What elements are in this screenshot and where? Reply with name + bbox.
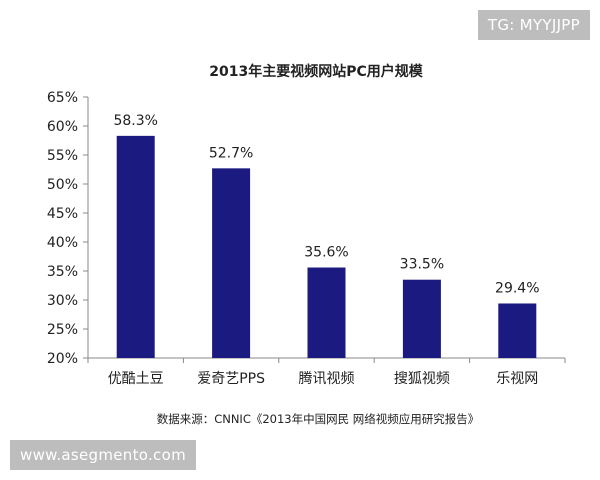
y-tick-label: 30% bbox=[47, 293, 78, 309]
bar bbox=[402, 279, 441, 358]
x-category-label: 爱奇艺PPS bbox=[197, 370, 265, 387]
bar bbox=[212, 168, 251, 358]
y-tick-label: 20% bbox=[47, 351, 78, 367]
watermark-bottom: www.asegmento.com bbox=[10, 440, 196, 470]
y-tick-label: 55% bbox=[47, 148, 78, 164]
x-category-label: 优酷土豆 bbox=[108, 371, 164, 387]
y-tick-label: 45% bbox=[47, 206, 78, 222]
x-category-label: 腾讯视频 bbox=[299, 370, 355, 387]
y-tick-label: 50% bbox=[47, 177, 78, 193]
y-tick-label: 65% bbox=[47, 90, 78, 106]
bar-data-label: 58.3% bbox=[113, 113, 157, 129]
y-axis: 20% 25% 30% 35% 40% 45% 50% 55% 60% 65% bbox=[47, 90, 89, 367]
x-axis: 优酷土豆 爱奇艺PPS 腾讯视频 搜狐视频 乐视网 bbox=[87, 357, 566, 387]
bar-data-label: 29.4% bbox=[495, 280, 539, 296]
y-tick-label: 25% bbox=[47, 322, 78, 338]
bar-data-label: 52.7% bbox=[209, 145, 253, 161]
y-tick-label: 35% bbox=[47, 264, 78, 280]
source-note: 数据来源：CNNIC《2013年中国网民 网络视频应用研究报告》 bbox=[157, 412, 480, 426]
chart-title: 2013年主要视频网站PC用户规模 bbox=[209, 63, 423, 80]
bar bbox=[498, 303, 537, 358]
bar bbox=[116, 135, 155, 358]
y-tick-label: 40% bbox=[47, 235, 78, 251]
watermark-top: TG: MYYJJPP bbox=[477, 10, 590, 40]
bar-data-label: 33.5% bbox=[400, 257, 444, 273]
bars: 58.3% 52.7% 35.6% 33.5% 29.4% bbox=[113, 113, 540, 358]
bar-data-label: 35.6% bbox=[304, 245, 348, 261]
x-category-label: 乐视网 bbox=[496, 371, 538, 387]
y-tick-label: 60% bbox=[47, 119, 78, 135]
bar bbox=[307, 267, 346, 358]
x-category-label: 搜狐视频 bbox=[394, 371, 450, 387]
